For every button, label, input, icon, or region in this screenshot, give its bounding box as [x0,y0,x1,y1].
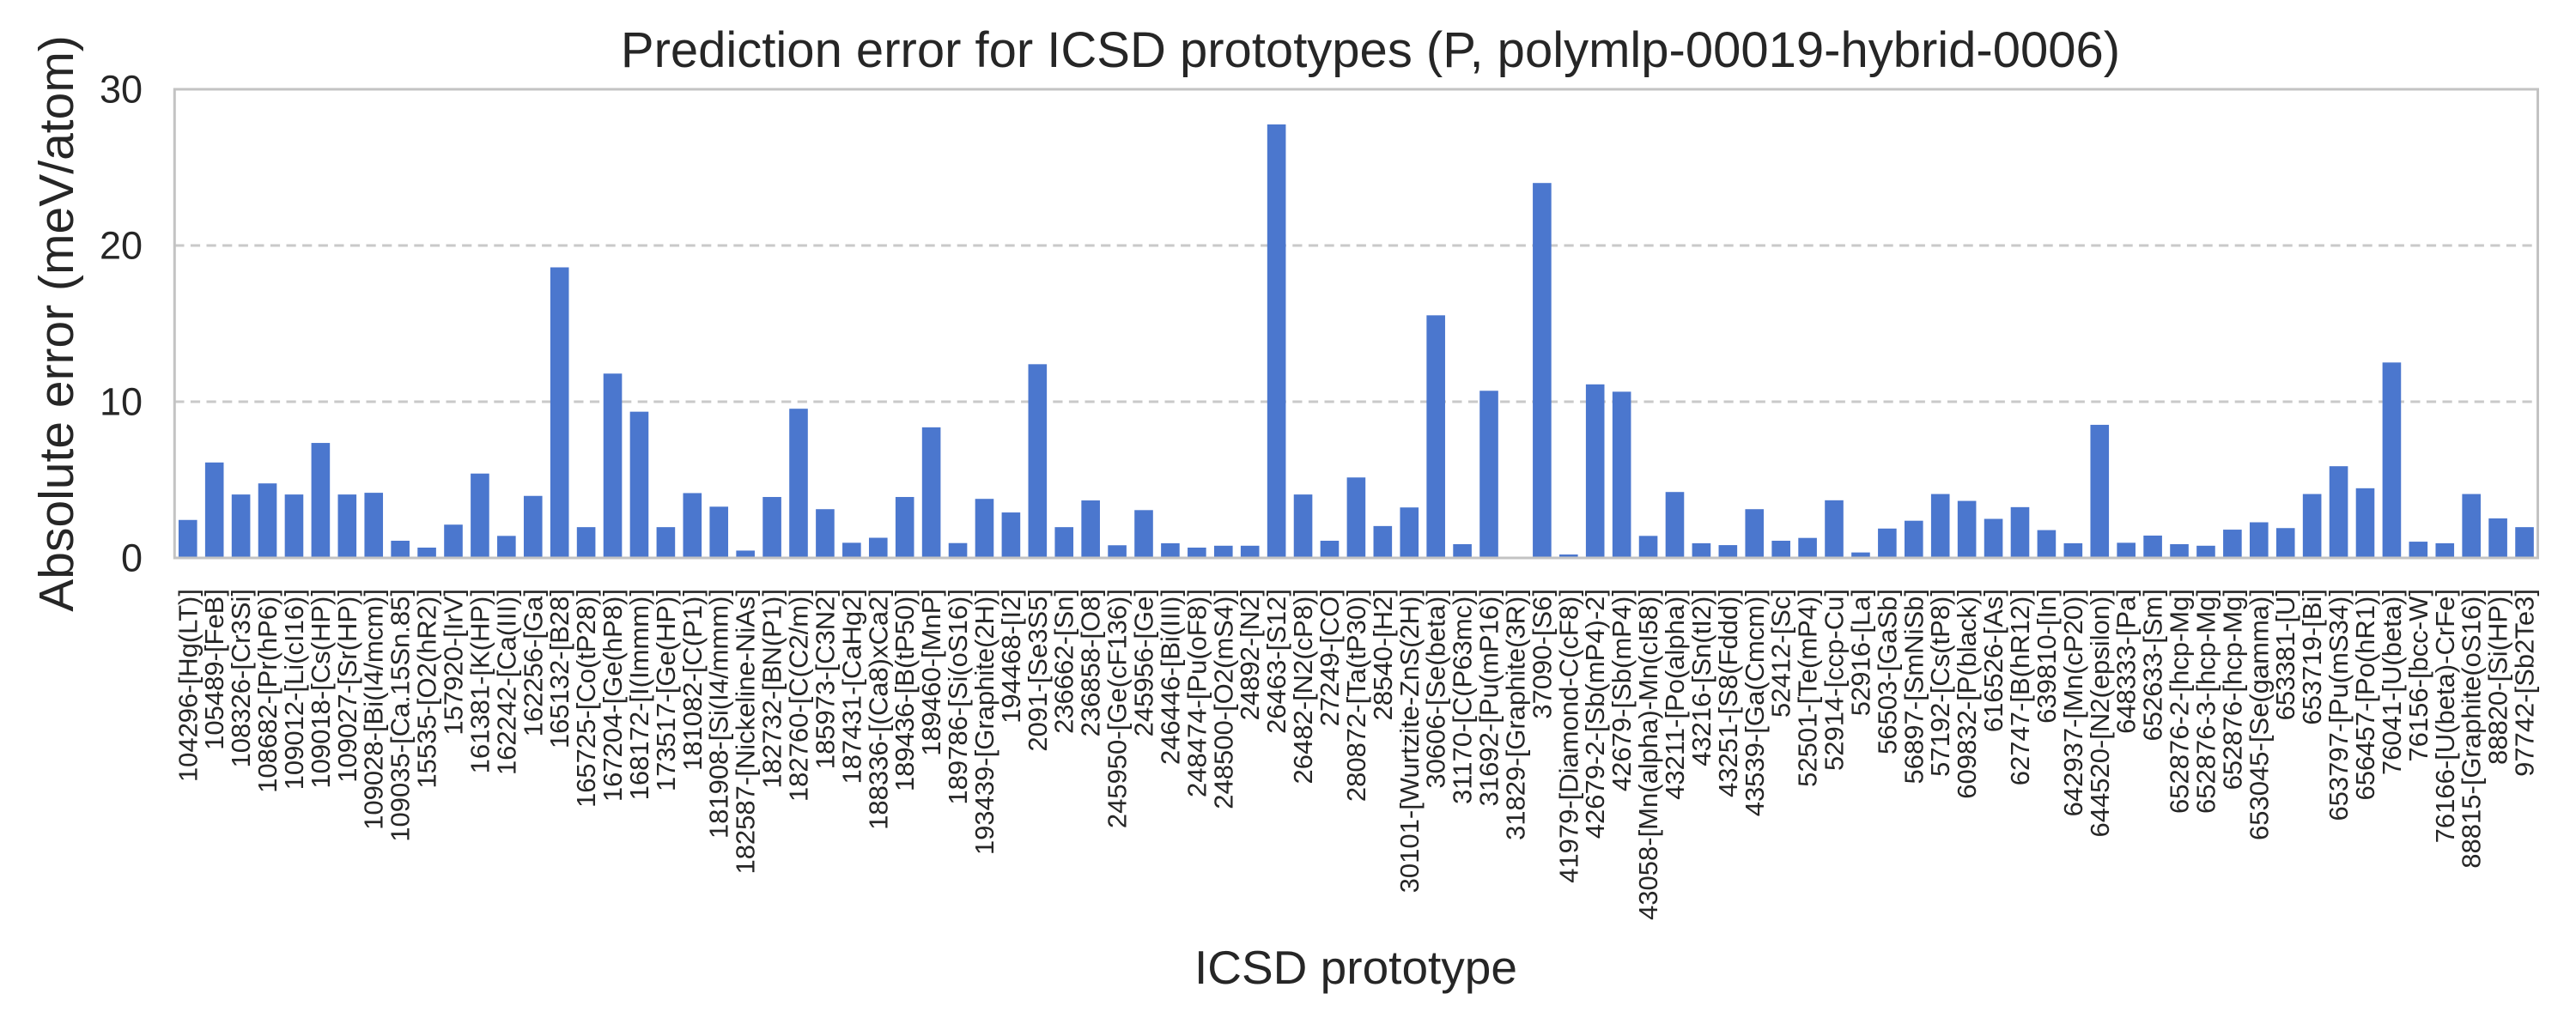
svg-text:108326-[Cr3Si]: 108326-[Cr3Si] [226,589,256,768]
svg-text:236858-[O8]: 236858-[O8] [1076,589,1106,736]
svg-text:616526-[As]: 616526-[As] [1978,589,2008,732]
svg-text:109012-[Li(cI16)]: 109012-[Li(cI16)] [279,589,309,790]
svg-text:52914-[ccp-Cu]: 52914-[ccp-Cu] [1820,589,1850,771]
svg-text:20: 20 [100,224,143,268]
svg-text:31829-[Graphite(3R)]: 31829-[Graphite(3R)] [1500,589,1530,840]
svg-text:652633-[Sm]: 652633-[Sm] [2138,589,2168,742]
svg-text:642937-[Mn(cP20)]: 642937-[Mn(cP20)] [2058,589,2088,816]
svg-text:644520-[N2(epsilon)]: 644520-[N2(epsilon)] [2085,589,2115,838]
svg-text:194468-[I2]: 194468-[I2] [996,589,1026,724]
svg-text:Prediction error for ICSD prot: Prediction error for ICSD prototypes (P,… [621,22,2120,78]
svg-text:56503-[GaSb]: 56503-[GaSb] [1872,589,1902,754]
svg-text:43211-[Po(alpha)]: 43211-[Po(alpha)] [1660,589,1690,800]
svg-text:2091-[Se3S5]: 2091-[Se3S5] [1023,589,1053,752]
svg-text:76156-[bcc-W]: 76156-[bcc-W] [2403,589,2433,762]
svg-text:104296-[Hg(LT)]: 104296-[Hg(LT)] [173,589,203,782]
svg-text:165725-[Co(tP28)]: 165725-[Co(tP28)] [571,589,601,808]
svg-text:31170-[C(P63mc)]: 31170-[C(P63mc)] [1448,589,1478,804]
svg-text:30: 30 [100,68,143,112]
svg-text:162256-[Ga]: 162256-[Ga] [518,589,548,736]
svg-text:648333-[Pa]: 648333-[Pa] [2111,589,2142,734]
svg-text:108682-[Pr(hP6)]: 108682-[Pr(hP6)] [252,589,283,793]
svg-text:37090-[S6]: 37090-[S6] [1527,589,1557,719]
svg-text:88820-[Si(HP)]: 88820-[Si(HP)] [2483,589,2513,765]
svg-text:27249-[CO]: 27249-[CO] [1315,589,1345,726]
svg-text:639810-[In]: 639810-[In] [2032,589,2062,724]
svg-text:52501-[Te(mP4)]: 52501-[Te(mP4)] [1793,589,1823,787]
svg-text:105489-[FeB]: 105489-[FeB] [199,589,229,750]
svg-text:26482-[N2(cP8)]: 26482-[N2(cP8)] [1288,589,1318,784]
svg-text:248500-[O2(mS4)]: 248500-[O2(mS4)] [1208,589,1238,809]
svg-text:30101-[Wurtzite-ZnS(2H)]: 30101-[Wurtzite-ZnS(2H)] [1394,589,1425,893]
svg-text:30606-[Se(beta)]: 30606-[Se(beta)] [1421,589,1451,789]
svg-text:ICSD prototype: ICSD prototype [1194,941,1517,994]
svg-text:41979-[Diamond-C(cF8)]: 41979-[Diamond-C(cF8)] [1553,589,1583,883]
svg-text:187431-[CaHg2]: 187431-[CaHg2] [836,589,866,785]
svg-text:185973-[C3N2]: 185973-[C3N2] [810,589,840,769]
svg-text:168172-[I(Immm)]: 168172-[I(Immm)] [624,589,654,800]
svg-text:97742-[Sb2Te3]: 97742-[Sb2Te3] [2510,589,2540,777]
svg-text:181908-[Si(I4/mmm)]: 181908-[Si(I4/mmm)] [704,589,734,839]
svg-text:188336-[(Ca8)xCa2]: 188336-[(Ca8)xCa2] [863,589,893,830]
svg-text:10: 10 [100,380,143,424]
svg-text:652876-2-[hcp-Mg]: 652876-2-[hcp-Mg] [2165,589,2195,814]
svg-text:189786-[Si(oS16)]: 189786-[Si(oS16)] [943,589,973,805]
svg-text:57192-[Cs(tP8)]: 57192-[Cs(tP8)] [1925,589,1955,777]
svg-text:161381-[K(HP)]: 161381-[K(HP)] [465,589,495,773]
svg-text:245956-[Ge]: 245956-[Ge] [1129,589,1159,736]
svg-text:189436-[B(tP50)]: 189436-[B(tP50)] [890,589,920,791]
svg-text:0: 0 [121,536,143,580]
svg-text:652876-3-[hcp-Mg]: 652876-3-[hcp-Mg] [2190,589,2221,814]
svg-text:162242-[Ca(III)]: 162242-[Ca(III)] [491,589,521,775]
svg-text:182732-[BN(P1)]: 182732-[BN(P1)] [757,589,787,789]
svg-text:15535-[O2(hR2)]: 15535-[O2(hR2)] [412,589,442,789]
svg-text:653719-[Bi]: 653719-[Bi] [2297,589,2327,725]
svg-text:109027-[Sr(HP)]: 109027-[Sr(HP)] [332,589,362,783]
svg-text:236662-[Sn]: 236662-[Sn] [1049,589,1079,734]
svg-text:157920-[IrV]: 157920-[IrV] [439,589,469,736]
svg-text:88815-[Graphite(oS16)]: 88815-[Graphite(oS16)] [2457,589,2487,869]
svg-text:42679-[Sb(mP4)]: 42679-[Sb(mP4)] [1607,589,1637,791]
svg-text:Absolute error (meV/atom): Absolute error (meV/atom) [29,35,84,612]
svg-text:42679-2-[Sb(mP4)-2]: 42679-2-[Sb(mP4)-2] [1580,589,1610,839]
svg-text:31692-[Pu(mP16)]: 31692-[Pu(mP16)] [1474,589,1504,806]
svg-text:24892-[N2]: 24892-[N2] [1235,589,1265,720]
svg-text:43216-[Sn(tI2)]: 43216-[Sn(tI2)] [1686,589,1716,766]
svg-text:248474-[Pu(oF8)]: 248474-[Pu(oF8)] [1182,589,1212,797]
svg-text:167204-[Ge(hP8)]: 167204-[Ge(hP8)] [598,589,628,802]
svg-text:182587-[Nickeline-NiAs]: 182587-[Nickeline-NiAs] [731,589,761,875]
svg-text:26463-[S12]: 26463-[S12] [1261,589,1291,734]
svg-text:43058-[Mn(alpha)-Mn(cI58)]: 43058-[Mn(alpha)-Mn(cI58)] [1633,589,1663,920]
svg-text:28540-[H2]: 28540-[H2] [1368,589,1398,720]
svg-text:56897-[SmNiSb]: 56897-[SmNiSb] [1899,589,1929,784]
svg-text:609832-[P(black)]: 609832-[P(black)] [1952,589,1982,799]
svg-text:280872-[Ta(tP30)]: 280872-[Ta(tP30)] [1341,589,1371,802]
svg-text:109018-[Cs(HP)]: 109018-[Cs(HP)] [306,589,336,789]
svg-text:656457-[Po(hR1)]: 656457-[Po(hR1)] [2350,589,2380,800]
svg-text:181082-[C(P1)]: 181082-[C(P1)] [677,589,708,771]
svg-text:182760-[C(C2/m)]: 182760-[C(C2/m)] [784,589,814,802]
svg-text:43251-[S8(Fddd)]: 43251-[S8(Fddd)] [1713,589,1743,797]
svg-text:246446-[Bi(III)]: 246446-[Bi(III)] [1155,589,1185,765]
svg-text:653797-[Pu(mS34)]: 653797-[Pu(mS34)] [2324,589,2354,821]
svg-text:653381-[U]: 653381-[U] [2270,589,2300,720]
svg-text:245950-[Ge(cF136)]: 245950-[Ge(cF136)] [1103,589,1133,828]
svg-text:652876-[hcp-Mg]: 652876-[hcp-Mg] [2217,589,2247,790]
svg-text:653045-[Se(gamma)]: 653045-[Se(gamma)] [2244,589,2274,840]
svg-text:52916-[La]: 52916-[La] [1845,589,1875,716]
svg-text:173517-[Ge(HP)]: 173517-[Ge(HP)] [651,589,681,791]
svg-text:62747-[B(hR12)]: 62747-[B(hR12)] [2005,589,2035,785]
svg-text:189460-[MnP]: 189460-[MnP] [916,589,946,756]
svg-text:109028-[Bi(I4/mcm)]: 109028-[Bi(I4/mcm)] [359,589,389,830]
svg-text:165132-[B28]: 165132-[B28] [544,589,574,748]
svg-text:76041-[U(beta)]: 76041-[U(beta)] [2377,589,2407,775]
svg-text:76166-[U(beta)-CrFe]: 76166-[U(beta)-CrFe] [2430,589,2460,843]
svg-text:52412-[Sc]: 52412-[Sc] [1766,589,1796,718]
svg-text:43539-[Ga(Cmcm)]: 43539-[Ga(Cmcm)] [1740,589,1770,816]
svg-text:193439-[Graphite(2H)]: 193439-[Graphite(2H)] [969,589,999,855]
svg-text:109035-[Ca.15Sn.85]: 109035-[Ca.15Sn.85] [386,589,416,842]
